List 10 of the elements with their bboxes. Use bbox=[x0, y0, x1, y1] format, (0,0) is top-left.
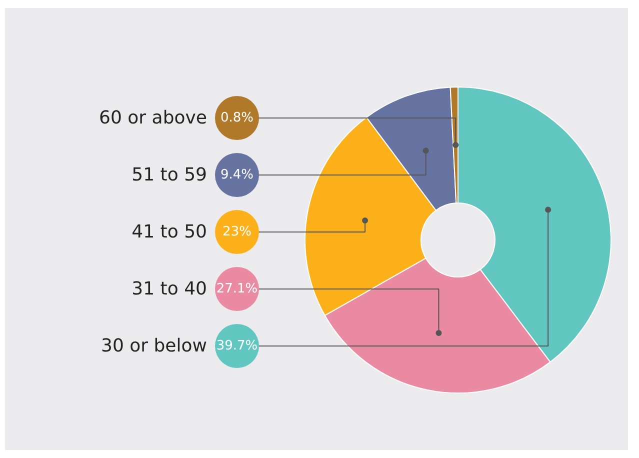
data-label: 39.7% bbox=[216, 338, 258, 354]
data-label: 0.8% bbox=[220, 110, 254, 126]
data-label: 23% bbox=[222, 224, 252, 240]
data-label: 27.1% bbox=[216, 282, 258, 296]
slice-label: 41 to 50 bbox=[132, 222, 207, 242]
slice-label: 30 or below bbox=[101, 336, 207, 356]
slice-label: 51 to 59 bbox=[132, 164, 207, 186]
data-label: 9.4% bbox=[220, 168, 254, 182]
slice-label: 60 or above bbox=[99, 108, 207, 128]
slice-label: 31 to 40 bbox=[132, 278, 207, 300]
